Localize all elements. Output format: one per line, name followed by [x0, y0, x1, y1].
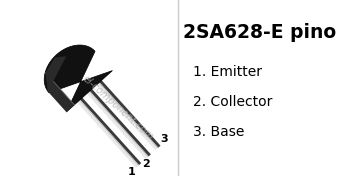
Text: 3. Base: 3. Base	[193, 125, 244, 139]
Text: 3: 3	[160, 134, 168, 144]
Text: 1. Emitter: 1. Emitter	[193, 65, 262, 79]
Polygon shape	[76, 99, 138, 168]
Polygon shape	[78, 98, 139, 166]
Text: 2: 2	[143, 159, 150, 169]
Polygon shape	[95, 81, 158, 150]
Polygon shape	[88, 87, 151, 156]
Polygon shape	[98, 79, 160, 148]
Text: 2. Collector: 2. Collector	[193, 95, 272, 109]
Text: el-component.com: el-component.com	[81, 74, 155, 142]
Polygon shape	[44, 45, 113, 112]
Polygon shape	[45, 56, 66, 92]
Polygon shape	[86, 90, 148, 159]
Text: 2SA628-E pinout: 2SA628-E pinout	[183, 23, 337, 42]
Polygon shape	[97, 81, 158, 148]
Polygon shape	[79, 96, 141, 165]
Text: 1: 1	[128, 167, 135, 176]
Polygon shape	[88, 90, 149, 157]
Polygon shape	[45, 73, 74, 112]
